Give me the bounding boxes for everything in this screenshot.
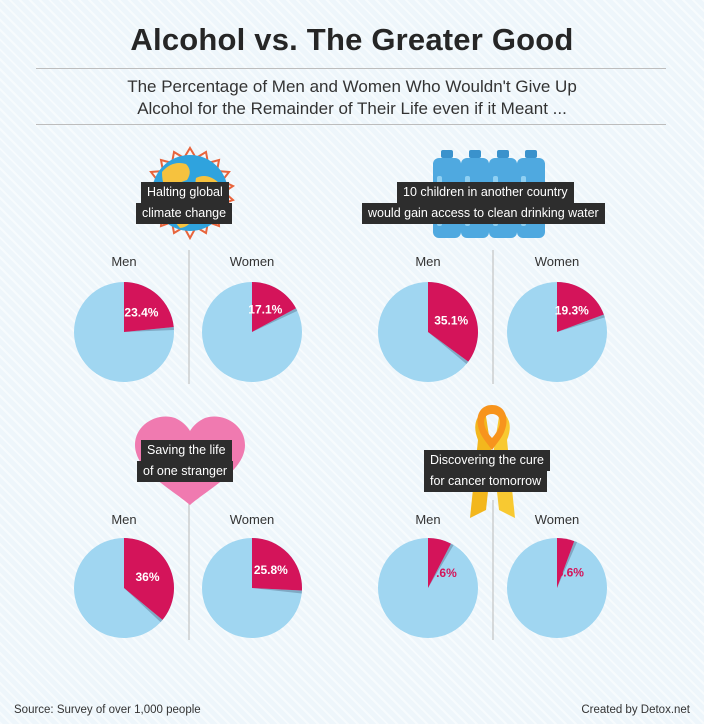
source-note: Source: Survey of over 1,000 people: [14, 704, 201, 716]
pie-value-label-cancer-men: 7.6%: [429, 566, 457, 580]
pie-slice-cancer-men: [428, 538, 451, 588]
panel-label-climate-line-2: climate change: [136, 203, 233, 224]
panel-label-cancer-line-1: Discovering the cure: [424, 450, 550, 471]
gender-label-men-1: Men: [111, 254, 137, 269]
pie-slice-water-men: [428, 282, 478, 362]
pie-slice-stranger-women: [252, 538, 302, 591]
pie-shadow-stranger-women: [252, 588, 302, 594]
pie-slice-cancer-women: [557, 538, 575, 588]
pie-value-label-cancer-women: 5.6%: [557, 565, 585, 579]
subtitle: The Percentage of Men and Women Who Woul…: [0, 76, 704, 120]
pie-shadow-stranger-men: [124, 588, 163, 623]
subtitle-divider: [36, 124, 666, 125]
pie-shadow-climate-men: [124, 326, 174, 332]
title-divider: [36, 68, 666, 69]
pie-shadow-cancer-women: [557, 541, 578, 588]
credit-note: Created by Detox.net: [581, 704, 690, 716]
pie-slice-climate-women: [252, 282, 296, 332]
panel-label-stranger-line-2: of one stranger: [137, 461, 234, 482]
pie-value-label-climate-men: 23.4%: [124, 306, 158, 320]
panel-label-cancer-line-2: for cancer tomorrow: [424, 471, 548, 492]
panel-label-climate-line-1: Halting global: [141, 182, 229, 203]
pie-value-label-stranger-women: 25.8%: [254, 563, 288, 577]
pie-slice-stranger-men: [124, 538, 174, 620]
pie-value-label-water-men: 35.1%: [434, 313, 468, 327]
pie-value-label-water-women: 19.3%: [555, 304, 589, 318]
page-title: Alcohol vs. The Greater Good: [130, 22, 574, 57]
panel-label-stranger-line-1: Saving the life: [141, 440, 232, 461]
gender-label-men-3: Men: [111, 512, 137, 527]
panel-label-water-line-1: 10 children in another country: [397, 182, 574, 203]
gender-label-men-2: Men: [415, 254, 441, 269]
subtitle-line-2: Alcohol for the Remainder of Their Life …: [137, 99, 567, 118]
gender-label-women-1: Women: [229, 254, 275, 269]
pie-shadow-water-men: [428, 332, 469, 365]
pie-shadow-climate-women: [252, 308, 298, 332]
pie-shadow-water-women: [557, 314, 605, 332]
pie-slice-water-women: [557, 282, 604, 332]
pie-value-label-stranger-men: 36%: [136, 570, 160, 584]
subtitle-line-1: The Percentage of Men and Women Who Woul…: [127, 77, 577, 96]
gender-label-men-4: Men: [415, 512, 441, 527]
pie-shadow-cancer-men: [428, 543, 454, 588]
pie-slice-climate-men: [124, 282, 174, 332]
gender-label-women-2: Women: [534, 254, 580, 269]
panel-label-water-line-2: would gain access to clean drinking wate…: [362, 203, 605, 224]
gender-label-women-3: Women: [229, 512, 275, 527]
pie-value-label-climate-women: 17.1%: [248, 303, 282, 317]
gender-label-women-4: Women: [534, 512, 580, 527]
